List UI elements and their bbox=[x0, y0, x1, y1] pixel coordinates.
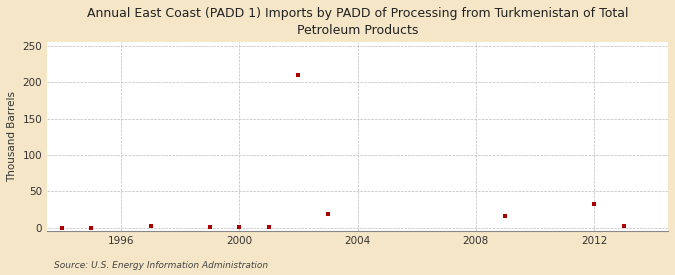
Title: Annual East Coast (PADD 1) Imports by PADD of Processing from Turkmenistan of To: Annual East Coast (PADD 1) Imports by PA… bbox=[87, 7, 628, 37]
Point bbox=[145, 224, 156, 228]
Point bbox=[234, 225, 245, 229]
Point bbox=[500, 214, 511, 218]
Point bbox=[205, 225, 215, 229]
Point bbox=[589, 202, 599, 207]
Text: Source: U.S. Energy Information Administration: Source: U.S. Energy Information Administ… bbox=[54, 260, 268, 270]
Point bbox=[57, 225, 68, 230]
Point bbox=[263, 225, 274, 229]
Point bbox=[86, 225, 97, 230]
Point bbox=[323, 212, 333, 217]
Y-axis label: Thousand Barrels: Thousand Barrels bbox=[7, 91, 17, 182]
Point bbox=[293, 73, 304, 77]
Point bbox=[618, 224, 629, 228]
